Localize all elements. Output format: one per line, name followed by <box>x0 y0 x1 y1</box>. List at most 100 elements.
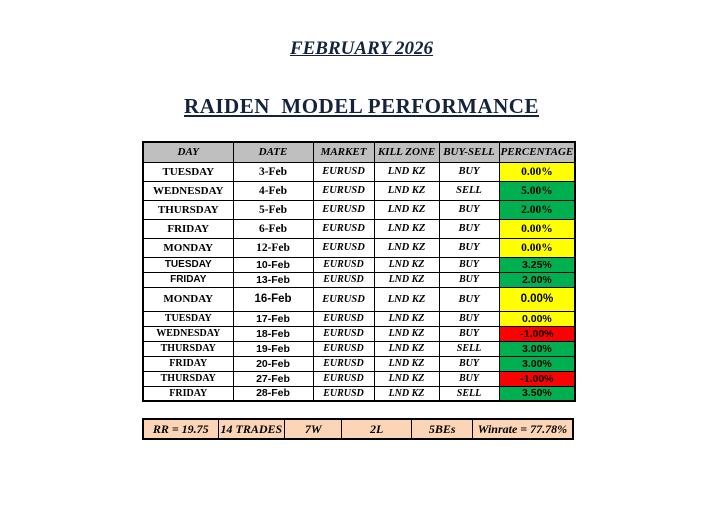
cell-side: BUY <box>438 355 500 372</box>
table-header: DAY DATE MARKET KILL ZONE BUY-SELL PERCENTAGE <box>142 141 576 163</box>
summary-cell-losses: 2L <box>341 418 413 440</box>
cell-day: THURSDAY <box>142 199 234 220</box>
cell-date: 13-Feb <box>232 271 314 288</box>
cell-date: 28-Feb <box>232 385 314 402</box>
cell-side: SELL <box>438 340 500 357</box>
cell-day: FRIDAY <box>142 218 234 239</box>
cell-pct: 0.00% <box>498 218 576 239</box>
cell-market: EURUSD <box>312 310 375 327</box>
cell-date: 19-Feb <box>232 340 314 357</box>
cell-date: 16-Feb <box>232 286 314 312</box>
summary-table: RR = 19.75 14 TRADES 7W 2L 5BEs Winrate = 77.… <box>142 418 574 440</box>
cell-date: 3-Feb <box>232 161 314 182</box>
cell-pct: 0.00% <box>498 161 576 182</box>
column-header-pct: PERCENTAGE <box>498 141 576 163</box>
column-header-kill_zone: KILL ZONE <box>373 141 440 163</box>
cell-market: EURUSD <box>312 340 375 357</box>
table-row: WEDNESDAY 4-Feb EURUSD LND KZ SELL 5.00% <box>142 180 576 201</box>
cell-day: TUESDAY <box>142 161 234 182</box>
cell-pct: 3.00% <box>498 340 576 357</box>
cell-date: 5-Feb <box>232 199 314 220</box>
cell-day: WEDNESDAY <box>142 325 234 342</box>
header-row: DAY DATE MARKET KILL ZONE BUY-SELL PERCENTAGE <box>142 141 576 163</box>
summary-cell-rr: RR = 19.75 <box>142 418 219 440</box>
cell-kill_zone: LND KZ <box>373 271 440 288</box>
cell-side: BUY <box>438 271 500 288</box>
cell-pct: 0.00% <box>498 237 576 258</box>
cell-kill_zone: LND KZ <box>373 286 440 312</box>
cell-kill_zone: LND KZ <box>373 256 440 273</box>
table-row: FRIDAY 6-Feb EURUSD LND KZ BUY 0.00% <box>142 218 576 239</box>
month-title: FEBRUARY 2026 <box>289 38 434 59</box>
table-row: THURSDAY 27-Feb EURUSD LND KZ BUY -1.00% <box>142 370 576 387</box>
page-title: RAIDEN MODEL PERFORMANCE <box>184 94 539 118</box>
cell-date: 27-Feb <box>232 370 314 387</box>
cell-kill_zone: LND KZ <box>373 385 440 402</box>
cell-kill_zone: LND KZ <box>373 237 440 258</box>
cell-market: EURUSD <box>312 199 375 220</box>
cell-market: EURUSD <box>312 286 375 312</box>
cell-side: SELL <box>438 385 500 402</box>
cell-side: BUY <box>438 199 500 220</box>
cell-date: 20-Feb <box>232 355 314 372</box>
cell-market: EURUSD <box>312 325 375 342</box>
column-header-date: DATE <box>232 141 314 163</box>
cell-day: FRIDAY <box>142 355 234 372</box>
cell-market: EURUSD <box>312 237 375 258</box>
cell-side: BUY <box>438 370 500 387</box>
table-row: FRIDAY 20-Feb EURUSD LND KZ BUY 3.00% <box>142 355 576 372</box>
cell-kill_zone: LND KZ <box>373 310 440 327</box>
cell-day: FRIDAY <box>142 271 234 288</box>
cell-day: TUESDAY <box>142 256 234 273</box>
cell-day: MONDAY <box>142 237 234 258</box>
cell-day: WEDNESDAY <box>142 180 234 201</box>
cell-side: BUY <box>438 237 500 258</box>
cell-pct: 2.00% <box>498 199 576 220</box>
column-header-market: MARKET <box>312 141 375 163</box>
cell-pct: -1.00% <box>498 325 576 342</box>
cell-date: 6-Feb <box>232 218 314 239</box>
cell-kill_zone: LND KZ <box>373 355 440 372</box>
cell-market: EURUSD <box>312 355 375 372</box>
performance-table: DAY DATE MARKET KILL ZONE BUY-SELL PERCENTAGE… <box>142 141 577 402</box>
cell-day: THURSDAY <box>142 370 234 387</box>
table-row: MONDAY 12-Feb EURUSD LND KZ BUY 0.00% <box>142 237 576 258</box>
cell-pct: -1.00% <box>498 370 576 387</box>
cell-pct: 3.50% <box>498 385 576 402</box>
cell-pct: 2.00% <box>498 271 576 288</box>
cell-side: SELL <box>438 180 500 201</box>
cell-side: BUY <box>438 310 500 327</box>
table-row: WEDNESDAY 18-Feb EURUSD LND KZ BUY -1.00% <box>142 325 576 342</box>
cell-pct: 0.00% <box>498 286 576 312</box>
cell-kill_zone: LND KZ <box>373 218 440 239</box>
cell-market: EURUSD <box>312 161 375 182</box>
cell-kill_zone: LND KZ <box>373 340 440 357</box>
cell-date: 17-Feb <box>232 310 314 327</box>
cell-side: BUY <box>438 161 500 182</box>
cell-date: 4-Feb <box>232 180 314 201</box>
cell-date: 12-Feb <box>232 237 314 258</box>
cell-market: EURUSD <box>312 271 375 288</box>
cell-day: TUESDAY <box>142 310 234 327</box>
cell-side: BUY <box>438 286 500 312</box>
cell-market: EURUSD <box>312 370 375 387</box>
cell-pct: 3.25% <box>498 256 576 273</box>
cell-pct: 0.00% <box>498 310 576 327</box>
cell-date: 10-Feb <box>232 256 314 273</box>
cell-kill_zone: LND KZ <box>373 370 440 387</box>
column-header-day: DAY <box>142 141 234 163</box>
summary-cell-breakevens: 5BEs <box>411 418 474 440</box>
table-row: TUESDAY 3-Feb EURUSD LND KZ BUY 0.00% <box>142 161 576 182</box>
table-row: FRIDAY 13-Feb EURUSD LND KZ BUY 2.00% <box>142 271 576 288</box>
cell-kill_zone: LND KZ <box>373 199 440 220</box>
cell-side: BUY <box>438 218 500 239</box>
cell-kill_zone: LND KZ <box>373 161 440 182</box>
column-header-side: BUY-SELL <box>438 141 500 163</box>
cell-pct: 3.00% <box>498 355 576 372</box>
table-row: TUESDAY 17-Feb EURUSD LND KZ BUY 0.00% <box>142 310 576 327</box>
cell-day: MONDAY <box>142 286 234 312</box>
cell-market: EURUSD <box>312 385 375 402</box>
cell-kill_zone: LND KZ <box>373 325 440 342</box>
cell-side: BUY <box>438 325 500 342</box>
